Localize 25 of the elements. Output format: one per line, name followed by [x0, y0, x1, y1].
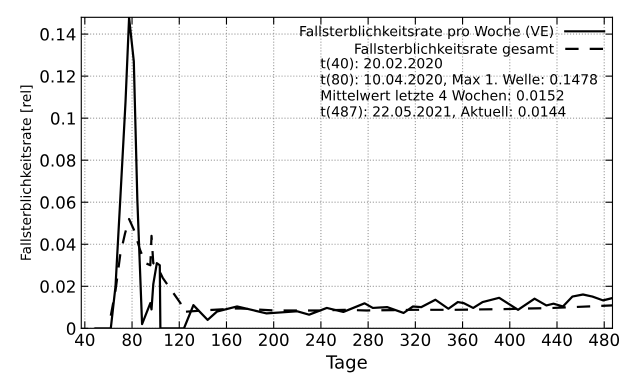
x-axis-title: Tage	[326, 355, 367, 372]
y-tick-label: 0.06	[40, 196, 76, 209]
y-tick-label: 0	[66, 322, 76, 335]
y-tick-label: 0.14	[40, 28, 76, 41]
y-tick-label: 0.04	[40, 238, 76, 251]
x-tick-label: 440	[542, 333, 572, 346]
x-tick-label: 40	[75, 333, 94, 346]
legend-label: Fallsterblichkeitsrate gesamt	[355, 43, 554, 57]
x-tick-label: 200	[259, 333, 288, 346]
x-tick-label: 240	[306, 333, 336, 346]
x-tick-label: 80	[122, 333, 142, 346]
y-tick-label: 0.02	[40, 280, 75, 293]
y-tick-label: 0.12	[40, 70, 75, 83]
x-tick-label: 480	[589, 333, 620, 346]
y-axis-title: Fallsterblichkeitsrate [rel]	[20, 86, 33, 260]
annotation: t(40): 20.02.2020 t(80): 10.04.2020, Max 1. Welle: 0.1478 Mittelwert letzte 4 Wochen: 0.0152 t(487): 22.05.2021, Aktuell: 0.0144	[320, 58, 597, 118]
x-tick-label: 320	[400, 333, 430, 346]
x-tick-label: 360	[448, 333, 478, 346]
x-tick-label: 160	[212, 333, 242, 346]
x-tick-label: 280	[353, 333, 383, 346]
y-tick-label: 0.08	[40, 154, 76, 167]
x-tick-label: 120	[165, 333, 194, 346]
legend-label: Fallsterblichkeitsrate pro Woche (VE)	[300, 26, 553, 40]
y-tick-label: 0.1	[51, 112, 75, 125]
x-tick-label: 400	[494, 333, 525, 346]
